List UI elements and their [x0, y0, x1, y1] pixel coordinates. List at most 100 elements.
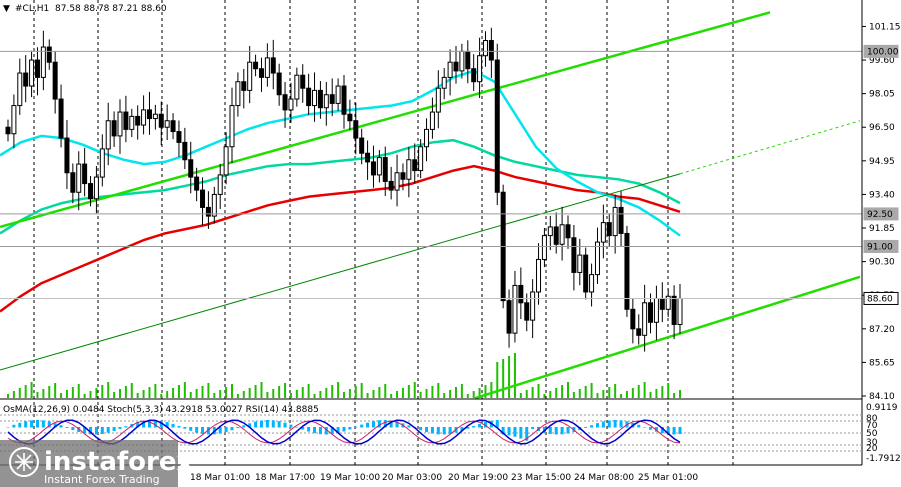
candle-body[interactable]	[29, 59, 35, 87]
candle-body[interactable]	[435, 87, 441, 113]
candle-body[interactable]	[659, 297, 665, 310]
candle-body[interactable]	[52, 61, 58, 100]
candle-body[interactable]	[547, 226, 553, 237]
candle-body[interactable]	[270, 57, 276, 74]
candle-body[interactable]	[494, 59, 500, 193]
candle-body[interactable]	[412, 159, 418, 172]
candle-body[interactable]	[488, 40, 494, 61]
candle-body[interactable]	[471, 68, 477, 83]
candle-body[interactable]	[64, 137, 70, 174]
candle-body[interactable]	[34, 59, 40, 78]
candle-body[interactable]	[258, 68, 264, 78]
candle-body[interactable]	[82, 163, 88, 185]
candle-body[interactable]	[665, 295, 671, 310]
candle-body[interactable]	[117, 111, 123, 137]
candle-body[interactable]	[241, 81, 247, 91]
candle-body[interactable]	[370, 161, 376, 176]
candle-body[interactable]	[158, 113, 164, 128]
candle-body[interactable]	[624, 232, 630, 310]
candle-body[interactable]	[447, 61, 453, 78]
candle-body[interactable]	[600, 222, 606, 243]
candle-body[interactable]	[141, 109, 147, 126]
candle-body[interactable]	[217, 174, 223, 195]
candle-body[interactable]	[223, 146, 229, 176]
candle-body[interactable]	[559, 224, 565, 245]
candle-body[interactable]	[477, 55, 483, 83]
candle-body[interactable]	[347, 113, 353, 122]
candle-body[interactable]	[335, 85, 341, 104]
candle-body[interactable]	[459, 50, 465, 72]
candle-body[interactable]	[111, 120, 117, 137]
candle-body[interactable]	[418, 146, 424, 172]
candle-body[interactable]	[642, 302, 648, 336]
candle-body[interactable]	[329, 94, 335, 104]
candle-body[interactable]	[152, 113, 158, 120]
candle-body[interactable]	[176, 131, 182, 143]
candle-body[interactable]	[235, 81, 241, 107]
candle-body[interactable]	[606, 222, 612, 237]
candle-body[interactable]	[323, 94, 329, 109]
candle-body[interactable]	[200, 189, 206, 208]
candle-body[interactable]	[648, 302, 654, 323]
candle-body[interactable]	[205, 206, 211, 217]
candle-body[interactable]	[229, 105, 235, 148]
candle-body[interactable]	[677, 297, 683, 325]
candle-body[interactable]	[524, 302, 530, 321]
candle-body[interactable]	[211, 193, 217, 217]
candle-body[interactable]	[123, 111, 129, 130]
candle-body[interactable]	[583, 254, 589, 293]
candle-body[interactable]	[518, 284, 524, 304]
candle-body[interactable]	[194, 176, 200, 191]
candle-body[interactable]	[506, 300, 512, 334]
candle-body[interactable]	[359, 137, 365, 154]
candle-body[interactable]	[512, 284, 518, 334]
candle-body[interactable]	[671, 295, 677, 325]
candle-body[interactable]	[294, 74, 300, 100]
candle-body[interactable]	[247, 61, 253, 91]
candle-body[interactable]	[276, 72, 282, 96]
candle-body[interactable]	[282, 94, 288, 111]
candle-body[interactable]	[164, 120, 170, 128]
candle-body[interactable]	[306, 87, 312, 107]
candle-body[interactable]	[70, 172, 76, 193]
candle-body[interactable]	[88, 183, 94, 200]
candle-body[interactable]	[530, 291, 536, 321]
candle-body[interactable]	[312, 89, 318, 107]
candle-body[interactable]	[400, 172, 406, 180]
candle-body[interactable]	[441, 76, 447, 89]
candle-body[interactable]	[300, 74, 306, 89]
candle-body[interactable]	[630, 308, 636, 330]
candle-body[interactable]	[317, 89, 323, 109]
candle-body[interactable]	[482, 40, 488, 57]
candle-body[interactable]	[341, 85, 347, 115]
candle-body[interactable]	[406, 159, 412, 180]
candle-body[interactable]	[170, 120, 176, 133]
candle-body[interactable]	[353, 120, 359, 139]
candle-body[interactable]	[188, 159, 194, 178]
header-arrow-icon[interactable]: ▼	[3, 4, 10, 14]
candle-body[interactable]	[571, 237, 577, 273]
candle-body[interactable]	[594, 241, 600, 276]
candle-body[interactable]	[636, 328, 642, 336]
candle-body[interactable]	[46, 46, 52, 63]
candle-body[interactable]	[577, 254, 583, 273]
candle-body[interactable]	[288, 98, 294, 111]
candle-body[interactable]	[135, 115, 141, 126]
candle-body[interactable]	[553, 226, 559, 245]
candle-body[interactable]	[388, 180, 394, 191]
candle-body[interactable]	[612, 206, 618, 237]
candle-body[interactable]	[618, 206, 624, 234]
candle-body[interactable]	[424, 128, 430, 148]
candle-body[interactable]	[99, 148, 105, 178]
candle-body[interactable]	[253, 61, 259, 70]
candle-body[interactable]	[105, 120, 111, 150]
candle-body[interactable]	[565, 224, 571, 239]
candle-body[interactable]	[465, 50, 471, 70]
candle-body[interactable]	[93, 176, 99, 200]
candle-body[interactable]	[376, 157, 382, 176]
candlesticks[interactable]	[5, 27, 683, 352]
candle-body[interactable]	[17, 72, 23, 107]
candle-body[interactable]	[23, 72, 29, 87]
candle-body[interactable]	[589, 274, 595, 293]
candle-body[interactable]	[11, 105, 17, 135]
